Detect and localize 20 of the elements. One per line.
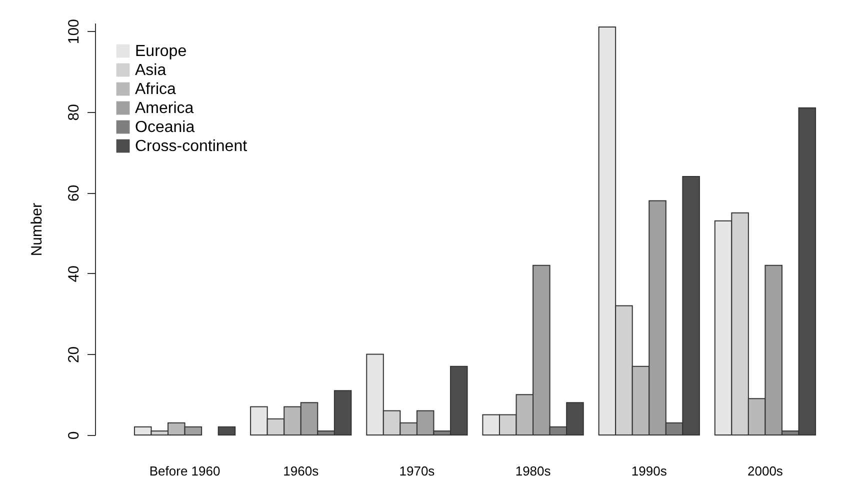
y-tick-label: 20 bbox=[66, 346, 82, 364]
x-tick-label: 1980s bbox=[515, 464, 552, 478]
legend-label: Africa bbox=[135, 81, 176, 98]
y-axis-title: Number bbox=[28, 202, 46, 256]
legend-label: Asia bbox=[135, 62, 166, 79]
x-tick-label: 1960s bbox=[283, 464, 320, 478]
y-tick-label: 60 bbox=[66, 184, 82, 202]
y-tick-label: 40 bbox=[66, 266, 82, 282]
y-tick-label: 80 bbox=[66, 104, 82, 121]
x-tick-label: 1990s bbox=[631, 464, 668, 478]
x-tick-label: 2000s bbox=[748, 464, 784, 478]
y-tick-label: 100 bbox=[66, 19, 82, 44]
x-tick-label: 1970s bbox=[399, 464, 436, 478]
legend-label: Oceania bbox=[135, 119, 195, 136]
legend-label: America bbox=[135, 100, 194, 117]
bar bbox=[218, 426, 236, 436]
legend-label: Europe bbox=[135, 43, 187, 60]
legend-label: Cross-continent bbox=[135, 138, 248, 155]
y-tick-label: 0 bbox=[66, 431, 82, 440]
x-tick-label: Before 1960 bbox=[149, 464, 220, 478]
